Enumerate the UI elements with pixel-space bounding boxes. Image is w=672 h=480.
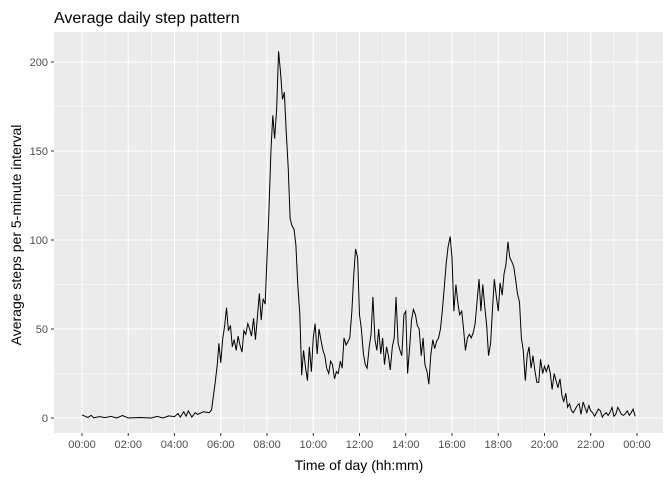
x-tick-label: 18:00: [484, 439, 512, 451]
x-tick-label: 04:00: [161, 439, 189, 451]
plot-panel: [54, 32, 663, 433]
x-tick-label: 12:00: [346, 439, 374, 451]
x-tick-label: 06:00: [207, 439, 235, 451]
series-line: [81, 51, 636, 419]
x-axis-ticks: 00:00 02:00 04:00 06:00 08:00 10:00 12:00 14:00…: [68, 433, 651, 451]
x-tick-label: 22:00: [577, 439, 605, 451]
x-tick-label: 08:00: [253, 439, 281, 451]
x-tick-label: 02:00: [114, 439, 142, 451]
y-axis-title: Average steps per 5-minute interval: [8, 125, 24, 346]
y-tick-label: 150: [30, 146, 48, 158]
y-tick-label: 100: [30, 235, 48, 247]
x-tick-label: 20:00: [531, 439, 559, 451]
y-tick-label: 50: [36, 324, 48, 336]
y-tick-label: 0: [42, 413, 48, 425]
x-tick-label: 00:00: [68, 439, 96, 451]
x-tick-label: 14:00: [392, 439, 420, 451]
x-tick-label: 16:00: [438, 439, 466, 451]
y-axis-ticks: 0 50 100 150 200: [30, 57, 54, 425]
chart-title: Average daily step pattern: [54, 10, 240, 27]
x-axis-title: Time of day (hh:mm): [295, 457, 424, 473]
x-tick-label: 10:00: [299, 439, 327, 451]
y-tick-label: 200: [30, 57, 48, 69]
major-gridlines: [54, 32, 663, 433]
x-tick-label: 00:00: [623, 439, 651, 451]
